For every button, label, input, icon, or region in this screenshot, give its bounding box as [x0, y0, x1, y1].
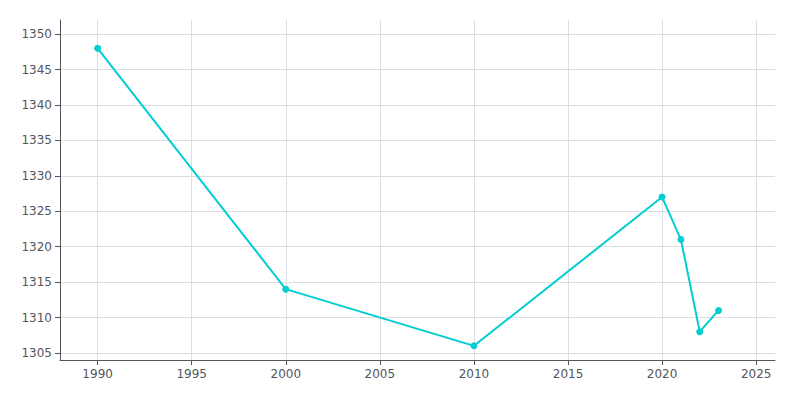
svg-text:1345: 1345 — [21, 63, 52, 77]
svg-text:2020: 2020 — [647, 367, 678, 381]
svg-text:1995: 1995 — [176, 367, 207, 381]
svg-text:1350: 1350 — [21, 27, 52, 41]
svg-text:1325: 1325 — [21, 204, 52, 218]
svg-text:2025: 2025 — [741, 367, 772, 381]
svg-text:1990: 1990 — [82, 367, 113, 381]
svg-text:1330: 1330 — [21, 169, 52, 183]
svg-text:1320: 1320 — [21, 240, 52, 254]
svg-text:2010: 2010 — [459, 367, 490, 381]
svg-text:1315: 1315 — [21, 275, 52, 289]
svg-text:1305: 1305 — [21, 346, 52, 360]
svg-text:2005: 2005 — [365, 367, 396, 381]
svg-text:2015: 2015 — [553, 367, 584, 381]
svg-text:2000: 2000 — [271, 367, 302, 381]
svg-text:1335: 1335 — [21, 133, 52, 147]
svg-text:1310: 1310 — [21, 311, 52, 325]
svg-text:1340: 1340 — [21, 98, 52, 112]
